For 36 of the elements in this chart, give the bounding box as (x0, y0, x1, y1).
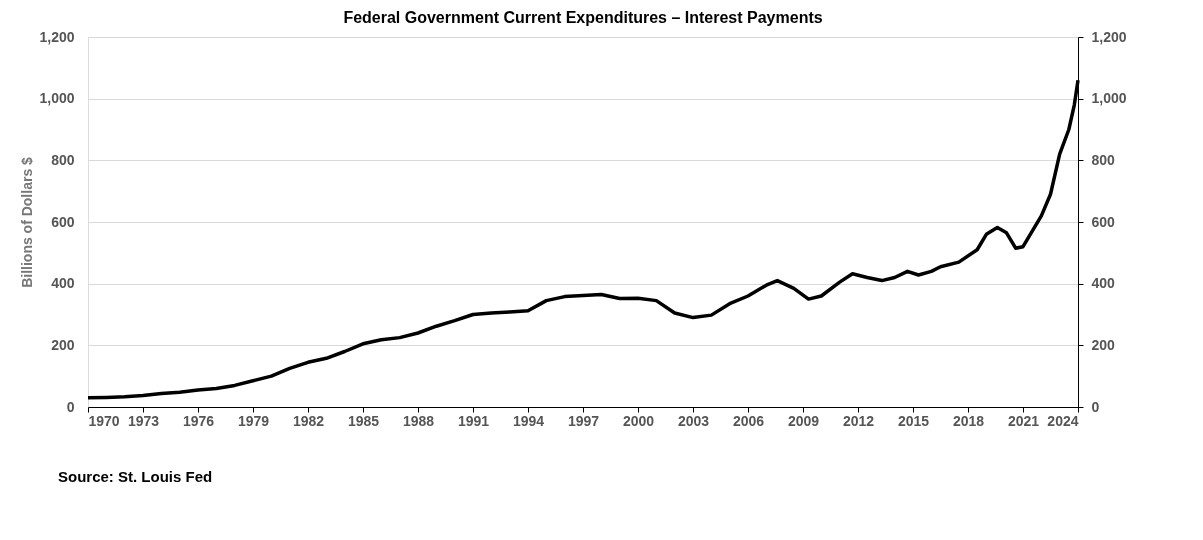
y-tick-label: 400 (51, 275, 75, 292)
y-tick-label: 600 (51, 213, 75, 230)
x-tick-label: 2009 (787, 412, 820, 429)
y2-tick-label: 600 (1091, 213, 1116, 230)
x-tick-label: 1994 (512, 412, 545, 429)
x-tick-label: 2018 (952, 412, 985, 429)
y2-tick-label: 800 (1091, 151, 1116, 168)
x-tick-label: 2000 (622, 412, 655, 429)
source-note: Source: St. Louis Fed (58, 468, 213, 485)
x-tick-label: 1973 (127, 412, 160, 429)
x-tick-label: 2012 (842, 412, 875, 429)
y2-tick-label: 1,200 (1091, 28, 1127, 45)
x-tick-label: 1997 (567, 412, 600, 429)
y-tick-label: 800 (51, 151, 75, 168)
y-tick-label: 1,200 (39, 28, 75, 45)
x-tick-label: 1985 (347, 412, 380, 429)
y-axis-title: Billions of Dollars $ (19, 156, 36, 288)
y-tick-label: 1,000 (39, 90, 75, 107)
x-tick-label: 1976 (182, 412, 215, 429)
x-tick-label: 2003 (677, 412, 710, 429)
x-tick-label: 2006 (732, 412, 765, 429)
x-tick-label: 1991 (457, 412, 490, 429)
y2-tick-label: 400 (1091, 275, 1116, 292)
x-tick-label: 1970 (88, 412, 120, 429)
y-tick-label: 200 (51, 336, 75, 353)
x-tick-label: 2024 (1047, 412, 1079, 429)
y2-tick-label: 1,000 (1091, 90, 1127, 107)
chart-title: Federal Government Current Expenditures – Interest Payments (343, 9, 823, 26)
x-tick-label: 2015 (897, 412, 930, 429)
y-tick-label: 0 (66, 398, 75, 415)
x-tick-label: 1982 (292, 412, 325, 429)
x-tick-label: 1988 (402, 412, 435, 429)
y2-tick-label: 200 (1091, 336, 1116, 353)
y2-tick-label: 0 (1091, 398, 1100, 415)
x-tick-label: 1979 (237, 412, 270, 429)
x-tick-label: 2021 (1007, 412, 1040, 429)
